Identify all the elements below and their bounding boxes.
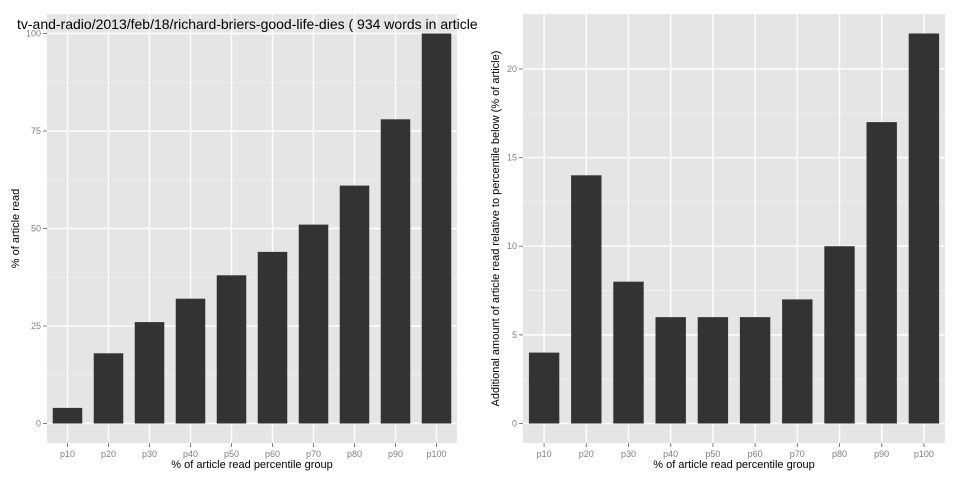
right-y-axis-label: Additional amount of article read relati… [490,51,502,407]
right-x-tick-label: p40 [663,449,678,459]
left-bar-p90 [380,119,411,424]
right-x-tick-label: p20 [579,449,594,459]
left-y-tick-label: 50 [31,224,41,234]
right-x-tick-label: p50 [705,449,720,459]
left-x-tick-label: p90 [388,449,403,459]
left-bar-p80 [339,185,370,424]
left-x-tick-label: p80 [347,449,362,459]
left-chart-title: tv-and-radio/2013/feb/18/richard-briers-… [17,16,486,32]
left-bar-p100 [421,33,452,424]
right-bar-p30 [613,281,644,424]
left-bar-p60 [257,251,288,424]
left-x-axis-label: % of article read percentile group [171,459,332,471]
left-bar-p50 [216,275,247,424]
left-x-tick-label: p30 [142,449,157,459]
right-y-tick-label: 10 [507,241,517,251]
right-y-tick-label: 5 [512,330,517,340]
left-bar-p10 [52,407,83,424]
left-y-tick-label: 75 [31,126,41,136]
left-x-tick-label: p50 [224,449,239,459]
left-x-tick-label: p100 [426,449,446,459]
right-bar-p20 [571,175,602,424]
right-x-tick-label: p10 [537,449,552,459]
right-bar-p80 [824,246,855,424]
left-x-tick-label: p20 [101,449,116,459]
right-y-tick-label: 15 [507,153,517,163]
left-chart: 0 25 50 75 100 p10 p20 p30 p40 p50 p60 p70 p80 p90 p10… [10,14,486,471]
right-chart: 0 5 10 15 20 p10 p20 p30 p40 p50 p60 p70 p80 p90 p100%… [490,14,945,471]
right-bar-p10 [528,352,560,424]
right-y-tick-label: 0 [512,419,517,429]
right-x-tick-label: p30 [621,449,636,459]
left-x-tick-label: p60 [265,449,280,459]
right-y-tick-label: 20 [507,64,517,74]
right-x-axis-label: % of article read percentile group [653,459,814,471]
right-x-tick-label: p70 [790,449,805,459]
right-bar-p40 [655,317,686,424]
right-bar-p50 [697,317,729,424]
right-bar-p100 [908,33,940,424]
right-bar-p90 [866,122,897,424]
left-x-tick-label: p40 [183,449,198,459]
left-x-tick-label: p10 [60,449,75,459]
right-bar-p60 [739,317,771,424]
right-x-tick-label: p80 [832,449,847,459]
left-y-tick-label: 25 [31,321,41,331]
left-x-tick-label: p70 [306,449,321,459]
left-y-tick-label: 100 [26,29,41,39]
left-bar-p20 [93,353,124,424]
left-y-axis-label: % of article read [10,189,22,268]
right-x-tick-label: p60 [748,449,763,459]
left-y-tick-label: 0 [36,419,41,429]
right-x-tick-label: p90 [874,449,889,459]
right-x-tick-label: p100 [914,449,934,459]
left-bar-p70 [298,224,329,424]
right-bar-p70 [782,299,813,424]
left-bar-p40 [175,298,206,424]
left-bar-p30 [134,322,165,424]
